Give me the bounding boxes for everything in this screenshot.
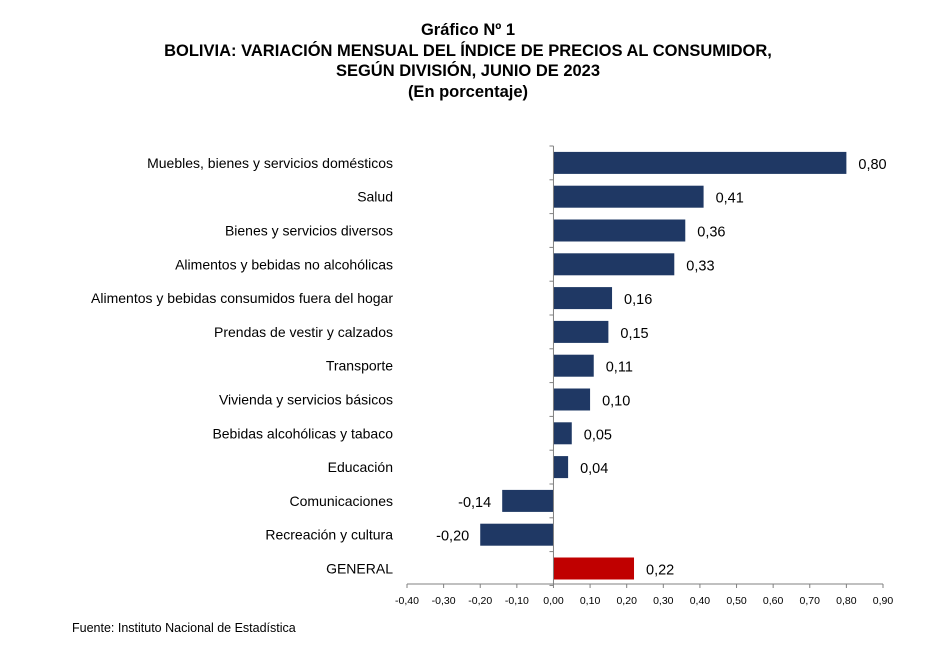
- category-label: Alimentos y bebidas consumidos fuera del…: [91, 290, 393, 306]
- chart-title: Gráfico Nº 1: [420, 21, 516, 39]
- tick-label: 0,00: [543, 595, 564, 607]
- tick-label: 0,30: [653, 595, 674, 607]
- tick-label: -0,30: [432, 595, 456, 607]
- tick-label: 0,20: [616, 595, 637, 607]
- bar: [553, 219, 686, 242]
- data-label: 0,36: [697, 225, 725, 241]
- chart-subtitle-line2: SEGÚN DIVISIÓN, JUNIO DE 2023: [335, 62, 601, 80]
- bar: [553, 557, 635, 580]
- category-label: Bienes y servicios diversos: [225, 223, 393, 239]
- bar: [553, 287, 613, 310]
- data-label: 0,80: [858, 157, 886, 173]
- data-label: -0,14: [458, 495, 491, 511]
- tick-label: 0,10: [580, 595, 601, 607]
- category-label: Transporte: [326, 358, 393, 374]
- bar: [553, 185, 704, 208]
- data-label: 0,33: [686, 258, 714, 274]
- tick-label: 0,70: [800, 595, 821, 607]
- category-label: Bebidas alcohólicas y tabaco: [212, 425, 393, 441]
- tick-label: 0,40: [690, 595, 711, 607]
- tick-label: 0,60: [763, 595, 784, 607]
- bar: [553, 151, 847, 174]
- category-label: Recreación y cultura: [265, 527, 393, 543]
- category-label: Muebles, bienes y servicios domésticos: [147, 155, 393, 171]
- data-label: 0,15: [620, 326, 648, 342]
- data-label: 0,05: [584, 427, 612, 443]
- bar: [553, 388, 591, 411]
- category-label: Salud: [357, 189, 393, 205]
- bar: [480, 523, 554, 546]
- tick-label: 0,80: [836, 595, 857, 607]
- category-label: Vivienda y servicios básicos: [219, 392, 393, 408]
- data-label: 0,11: [606, 360, 633, 376]
- category-label: GENERAL: [326, 561, 393, 577]
- chart-titles: Gráfico Nº 1 BOLIVIA: VARIACIÓN MENSUAL …: [0, 20, 936, 102]
- category-label: Educación: [328, 459, 393, 475]
- tick-label: -0,20: [468, 595, 492, 607]
- data-label: 0,04: [580, 461, 608, 477]
- bar: [502, 489, 554, 512]
- chart-unit-note: (En porcentaje): [407, 82, 529, 101]
- tick-label: -0,10: [505, 595, 529, 607]
- category-label: Prendas de vestir y calzados: [214, 324, 393, 340]
- source-note: Fuente: Instituto Nacional de Estadístic…: [72, 621, 296, 635]
- data-label: 0,10: [602, 394, 630, 410]
- bar: [553, 253, 675, 276]
- chart-subtitle-line1: BOLIVIA: VARIACIÓN MENSUAL DEL ÍNDICE DE…: [164, 41, 772, 60]
- bar: [553, 354, 594, 377]
- data-label: 0,41: [716, 191, 744, 207]
- bar: [553, 456, 569, 479]
- category-label: Comunicaciones: [290, 493, 394, 509]
- bar: [553, 320, 609, 343]
- tick-label: 0,90: [873, 595, 894, 607]
- bar: [553, 422, 572, 445]
- data-label: 0,22: [646, 563, 674, 579]
- tick-label: -0,40: [395, 595, 419, 607]
- data-label: -0,20: [436, 529, 469, 545]
- tick-label: 0,50: [726, 595, 747, 607]
- category-label: Alimentos y bebidas no alcohólicas: [175, 256, 393, 272]
- data-label: 0,16: [624, 292, 652, 308]
